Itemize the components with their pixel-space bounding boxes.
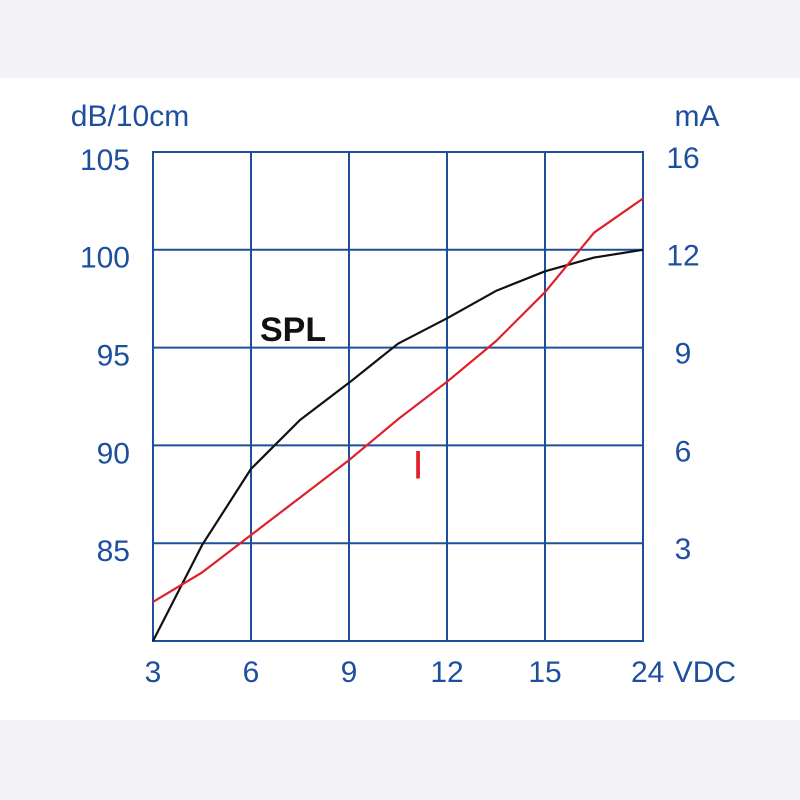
- y-tick-label: 85: [97, 535, 130, 568]
- y2-tick-label: 16: [666, 142, 699, 175]
- top-band: [0, 0, 800, 78]
- x-tick-label: 3: [145, 656, 162, 689]
- y2-tick-label: 12: [666, 240, 699, 273]
- y-axis-title: dB/10cm: [71, 100, 189, 133]
- series-line: [152, 197, 644, 603]
- y-tick-label: 100: [80, 242, 130, 275]
- x-tick-label: 6: [243, 656, 260, 689]
- bottom-band: [0, 720, 800, 800]
- plot-frame: [152, 151, 644, 642]
- x-tick-label: 9: [341, 656, 358, 689]
- y-tick-label: 90: [97, 437, 130, 470]
- series-line: [152, 248, 644, 642]
- y2-tick-label: 3: [675, 533, 692, 566]
- y2-axis-title: mA: [675, 100, 720, 133]
- series-label: I: [412, 444, 423, 488]
- x-tick-label: 24 VDC: [631, 656, 736, 689]
- y-tick-label: 105: [80, 144, 130, 177]
- y2-tick-label: 9: [675, 338, 692, 371]
- y2-tick-label: 6: [675, 435, 692, 468]
- y-tick-label: 95: [97, 340, 130, 373]
- x-tick-label: 12: [430, 656, 463, 689]
- series-label: SPL: [260, 311, 326, 349]
- x-tick-label: 15: [528, 656, 561, 689]
